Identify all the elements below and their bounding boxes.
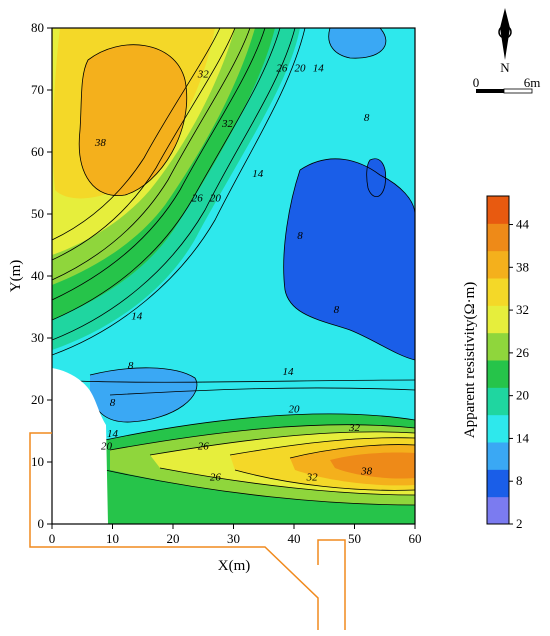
colorbar-tick-label: 44 [516,217,530,232]
contour-field [52,28,415,524]
y-axis-title: Y(m) [8,260,24,293]
y-tick-label: 60 [31,144,44,159]
field-low-pocket [366,158,386,197]
y-tick-label: 50 [31,206,44,221]
colorbar-swatch [487,196,509,224]
contour-label: 8 [334,304,340,316]
field-low-mid [90,367,197,423]
colorbar-swatch [487,278,509,306]
colorbar-swatch [487,305,509,334]
x-tick-label: 40 [288,531,301,546]
contour-label: 8 [128,360,134,372]
colorbar-frame [486,195,510,525]
y-axis-ticks: 0 10 20 30 40 50 60 70 80 [31,20,52,531]
field-low-right [283,158,415,360]
colorbar-tick-label: 26 [516,345,530,360]
contour-label: 26 [276,62,288,74]
colorbar-swatch [487,360,509,388]
colorbar-tick-label: 14 [516,430,530,445]
contour-lines [52,28,415,506]
colorbar: 2 8 14 20 26 32 38 44 [486,195,530,531]
contour-label: 20 [295,62,307,74]
y-tick-label: 30 [31,330,44,345]
contour-label: 26 [198,441,210,453]
scale-bar-end-label: 6m [524,75,541,90]
contour-label: 14 [313,62,325,74]
contour-label: 26 [210,472,222,484]
compass-ring-icon [498,25,512,39]
contour-label: 8 [110,397,116,409]
y-tick-label: 80 [31,20,44,35]
contour-label: 14 [282,366,294,378]
x-tick-label: 60 [409,531,422,546]
contour-label: 20 [210,193,222,205]
y-tick-label: 70 [31,82,44,97]
contour-label: 14 [252,168,264,180]
contour-label: 8 [364,112,370,124]
contour-label: 14 [107,428,119,440]
colorbar-tick-label: 32 [516,302,529,317]
colorbar-swatch [487,442,509,470]
contour-label: 32 [221,118,234,130]
contour-label: 38 [94,137,107,149]
x-tick-label: 20 [167,531,180,546]
contour-label: 32 [306,472,319,484]
x-tick-label: 30 [227,531,240,546]
colorbar-swatch [487,496,509,525]
x-tick-label: 0 [49,531,56,546]
colorbar-swatch [487,332,509,361]
colorbar-tick-label: 8 [516,473,523,488]
scale-bar-start-label: 0 [473,75,480,90]
colorbar-tick-label: 38 [516,259,529,274]
contour-label: 32 [348,422,361,434]
y-tick-label: 20 [31,392,44,407]
scale-bar: 0 6m [473,75,541,94]
colorbar-label: Apparent resistivity(Ω·m) [462,282,478,439]
colorbar-swatch [487,414,509,443]
contour-label: 20 [101,441,113,453]
excluded-area [52,368,108,524]
compass: N [498,8,512,75]
field-low-top [328,28,386,59]
structure-outline [29,432,346,630]
x-tick-label: 10 [106,531,119,546]
colorbar-swatch [487,223,509,252]
colorbar-tick-label: 20 [516,388,529,403]
y-tick-label: 10 [31,454,44,469]
colorbar-tick-label: 2 [516,516,523,531]
compass-needle-icon [500,8,510,60]
compass-north-label: N [500,60,510,75]
colorbar-swatch [487,250,509,279]
scale-bar-black [476,89,504,93]
y-tick-label: 0 [38,516,45,531]
field-high-upper [79,44,187,196]
contour-label: 38 [360,465,373,477]
scale-bar-white [503,88,533,94]
x-axis-ticks: 0 10 20 30 40 50 60 [49,524,422,546]
y-tick-label: 40 [31,268,44,283]
contour-label: 14 [131,310,143,322]
contour-label: 26 [192,193,204,205]
field-lower-peak [330,452,415,479]
x-tick-label: 50 [348,531,361,546]
contour-label: 32 [197,69,210,81]
x-axis-title: X(m) [218,558,251,574]
contour-label: 8 [297,230,303,242]
colorbar-swatch [487,387,509,416]
contour-label: 20 [289,403,301,415]
colorbar-swatch [487,469,509,498]
